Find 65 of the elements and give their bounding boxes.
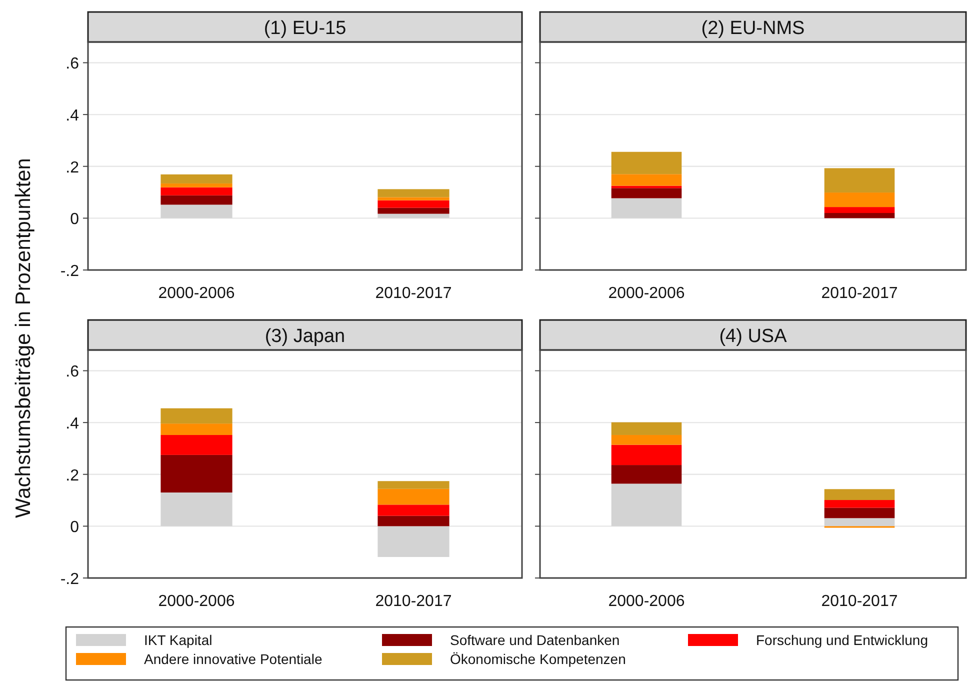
x-tick-label: 2010-2017 [821, 593, 898, 610]
bar [378, 516, 450, 526]
bar [824, 489, 895, 500]
bar [378, 526, 450, 558]
bar [378, 197, 450, 200]
bar [378, 200, 450, 208]
bar [160, 454, 232, 492]
chart-title: (4) USA [719, 326, 788, 347]
bar [160, 195, 232, 205]
bar [378, 214, 450, 218]
bar [160, 174, 232, 184]
bar [611, 174, 682, 186]
bar [611, 152, 682, 174]
bar [824, 500, 895, 508]
x-tick-label: 2000-2006 [158, 285, 235, 302]
bar [611, 434, 682, 445]
legend-label: Software und Datenbanken [450, 632, 620, 648]
y-tick-label: -.2 [60, 571, 80, 588]
chart-title: (2) EU-NMS [701, 18, 805, 39]
bar [160, 434, 232, 455]
y-tick-label: .2 [66, 467, 80, 484]
y-tick-label: .4 [66, 416, 80, 433]
x-tick-label: 2000-2006 [608, 593, 685, 610]
x-tick-label: 2000-2006 [158, 593, 235, 610]
bar [160, 187, 232, 196]
bar [611, 422, 682, 435]
y-tick-label: 0 [70, 519, 80, 536]
legend-label: IKT Kapital [144, 632, 212, 648]
legend-label: Forschung und Entwicklung [756, 632, 928, 648]
y-tick-label: .4 [66, 108, 80, 125]
legend-label: Ökonomische Kompetenzen [450, 651, 626, 667]
bar [611, 198, 682, 218]
bar [824, 168, 895, 193]
bar [378, 481, 450, 489]
y-axis-title: Wachstumsbeiträge in Prozentpunkten [12, 158, 35, 518]
x-tick-label: 2010-2017 [821, 285, 898, 302]
chart-title: (3) Japan [264, 326, 346, 347]
y-tick-label: -.2 [60, 263, 80, 280]
bar [378, 504, 450, 516]
legend-label: Andere innovative Potentiale [144, 651, 322, 667]
bar [160, 183, 232, 188]
bar [611, 484, 682, 526]
bar [611, 188, 682, 198]
x-tick-label: 2010-2017 [375, 593, 452, 610]
bar [611, 465, 682, 484]
y-tick-label: .2 [66, 159, 80, 176]
bar [378, 488, 450, 505]
bar [824, 192, 895, 208]
bar [378, 208, 450, 214]
bar [824, 207, 895, 213]
y-tick-label: .6 [66, 364, 80, 381]
y-tick-label: .6 [66, 56, 80, 73]
bar [824, 518, 895, 526]
x-tick-label: 2010-2017 [375, 285, 452, 302]
bar [160, 408, 232, 424]
bar [160, 424, 232, 435]
y-tick-label: 0 [70, 211, 80, 228]
bar [824, 508, 895, 518]
bar [160, 492, 232, 526]
chart-title: (1) EU-15 [264, 18, 346, 39]
bar [378, 189, 450, 198]
bar [611, 444, 682, 466]
bar [160, 204, 232, 218]
bar [824, 213, 895, 218]
x-tick-label: 2000-2006 [608, 285, 685, 302]
